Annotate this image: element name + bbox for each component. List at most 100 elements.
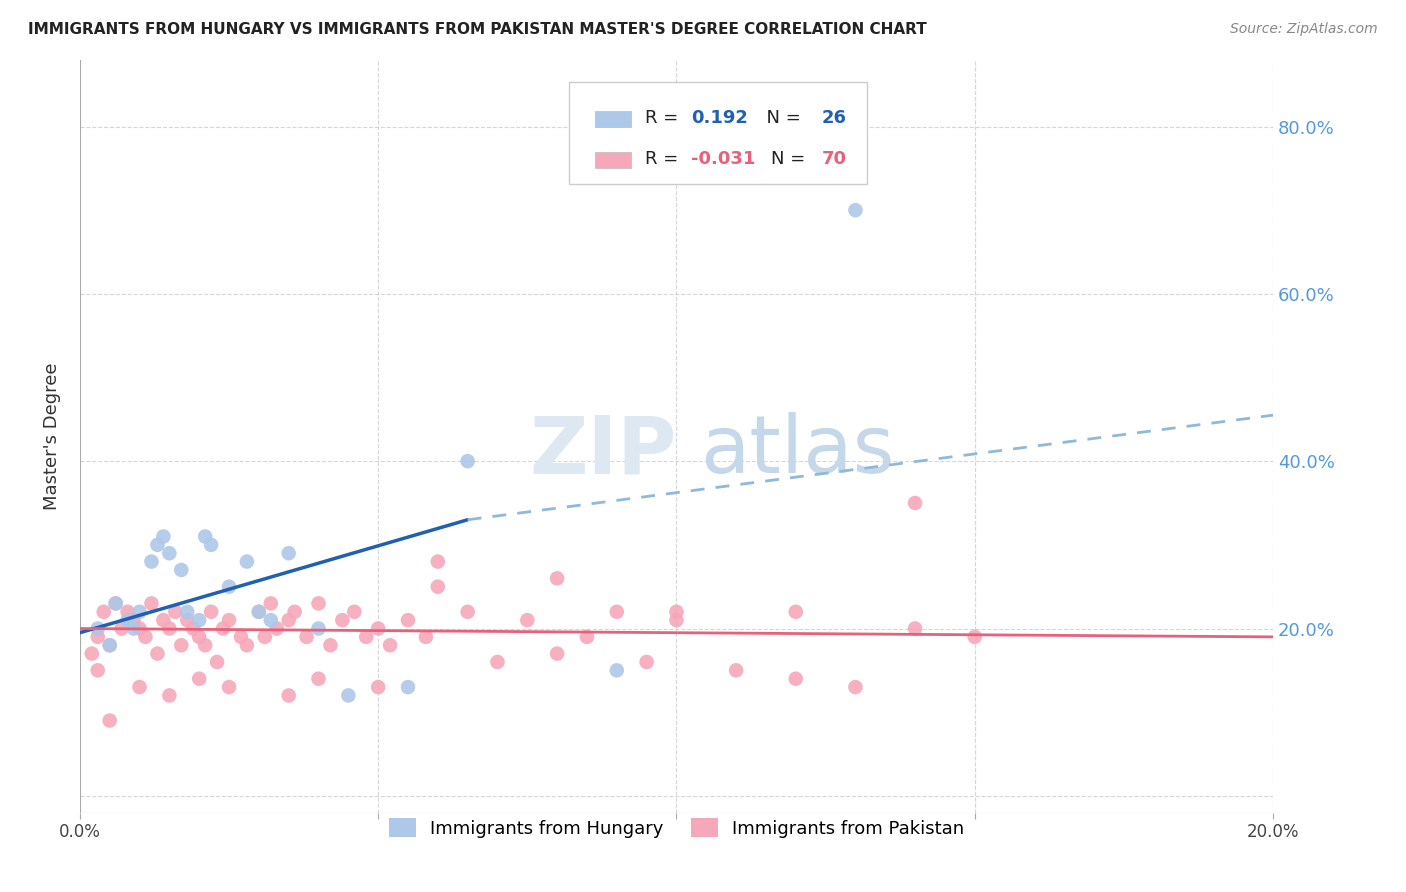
- Point: [200, 538, 222, 552]
- Point: [194, 529, 217, 543]
- Text: N =: N =: [755, 109, 807, 127]
- Text: 0.192: 0.192: [690, 109, 748, 127]
- Point: [575, 630, 598, 644]
- Point: [218, 613, 240, 627]
- Point: [181, 622, 204, 636]
- Point: [367, 680, 389, 694]
- Point: [128, 622, 150, 636]
- Point: [128, 605, 150, 619]
- Point: [128, 680, 150, 694]
- Point: [546, 571, 568, 585]
- Text: N =: N =: [770, 150, 811, 168]
- Point: [104, 596, 127, 610]
- Point: [212, 622, 235, 636]
- Point: [104, 596, 127, 610]
- Point: [236, 638, 259, 652]
- Point: [308, 596, 330, 610]
- Point: [266, 622, 288, 636]
- Point: [308, 672, 330, 686]
- Point: [785, 605, 807, 619]
- Point: [229, 630, 252, 644]
- Point: [260, 613, 283, 627]
- Point: [165, 605, 187, 619]
- FancyBboxPatch shape: [595, 111, 631, 127]
- Point: [157, 622, 180, 636]
- Point: [247, 605, 270, 619]
- Text: atlas: atlas: [700, 412, 894, 490]
- Y-axis label: Master's Degree: Master's Degree: [44, 362, 60, 510]
- Point: [188, 613, 211, 627]
- Point: [80, 647, 103, 661]
- Point: [141, 555, 163, 569]
- Point: [354, 630, 377, 644]
- Point: [516, 613, 538, 627]
- Point: [205, 655, 228, 669]
- Point: [170, 638, 193, 652]
- Point: [367, 622, 389, 636]
- Point: [157, 546, 180, 560]
- Point: [415, 630, 437, 644]
- Point: [152, 613, 174, 627]
- Point: [152, 529, 174, 543]
- Point: [253, 630, 276, 644]
- Text: 70: 70: [823, 150, 846, 168]
- Point: [141, 596, 163, 610]
- Point: [665, 613, 688, 627]
- Point: [337, 689, 360, 703]
- Text: ZIP: ZIP: [529, 412, 676, 490]
- Point: [295, 630, 318, 644]
- Point: [277, 613, 299, 627]
- FancyBboxPatch shape: [569, 82, 868, 184]
- Point: [218, 680, 240, 694]
- Point: [146, 538, 169, 552]
- Point: [284, 605, 307, 619]
- Point: [486, 655, 509, 669]
- Point: [665, 605, 688, 619]
- Point: [117, 605, 139, 619]
- Point: [188, 672, 211, 686]
- Point: [98, 638, 121, 652]
- Point: [170, 563, 193, 577]
- Point: [87, 664, 110, 678]
- Point: [157, 689, 180, 703]
- Point: [636, 655, 658, 669]
- Text: 26: 26: [823, 109, 846, 127]
- Point: [87, 630, 110, 644]
- Point: [117, 613, 139, 627]
- Point: [343, 605, 366, 619]
- Point: [188, 630, 211, 644]
- Point: [277, 689, 299, 703]
- Point: [546, 647, 568, 661]
- Point: [904, 622, 927, 636]
- Point: [904, 496, 927, 510]
- Point: [277, 546, 299, 560]
- Point: [725, 664, 748, 678]
- Point: [963, 630, 986, 644]
- Text: R =: R =: [645, 150, 685, 168]
- Point: [260, 596, 283, 610]
- Point: [176, 605, 198, 619]
- Point: [218, 580, 240, 594]
- Point: [457, 454, 479, 468]
- Point: [426, 580, 449, 594]
- Point: [606, 664, 628, 678]
- Point: [319, 638, 342, 652]
- Point: [396, 680, 419, 694]
- Point: [844, 203, 866, 218]
- Point: [308, 622, 330, 636]
- Point: [247, 605, 270, 619]
- Point: [396, 613, 419, 627]
- Point: [378, 638, 401, 652]
- Point: [111, 622, 134, 636]
- Point: [122, 622, 145, 636]
- Point: [176, 613, 198, 627]
- Point: [785, 672, 807, 686]
- Point: [426, 555, 449, 569]
- Point: [134, 630, 156, 644]
- Text: IMMIGRANTS FROM HUNGARY VS IMMIGRANTS FROM PAKISTAN MASTER'S DEGREE CORRELATION : IMMIGRANTS FROM HUNGARY VS IMMIGRANTS FR…: [28, 22, 927, 37]
- Text: R =: R =: [645, 109, 685, 127]
- Point: [146, 647, 169, 661]
- Point: [194, 638, 217, 652]
- Point: [606, 605, 628, 619]
- Point: [93, 605, 115, 619]
